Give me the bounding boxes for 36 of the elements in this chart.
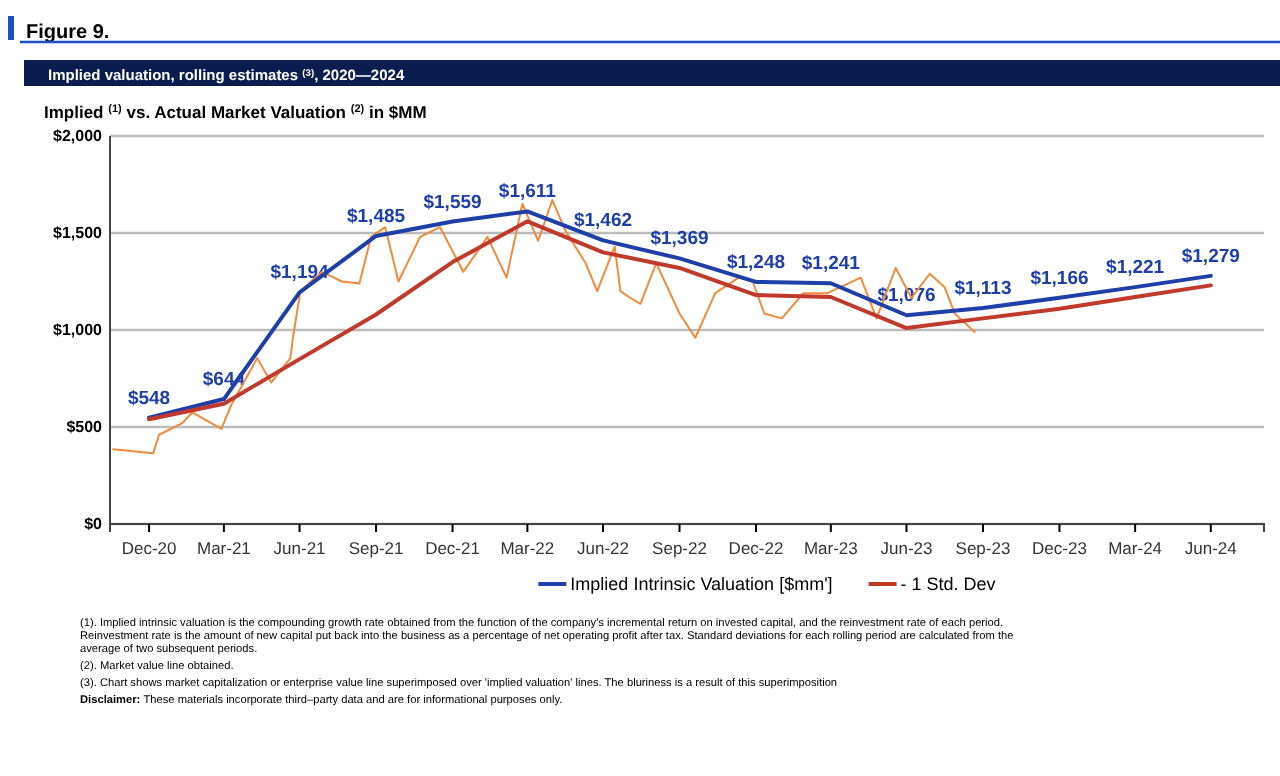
x-tick-label: Mar-23 <box>803 538 859 559</box>
x-tick-label: Mar-24 <box>1108 538 1163 559</box>
legend-label: Implied Intrinsic Valuation [$mm'] <box>570 574 833 594</box>
y-tick-label: $2,000 <box>53 127 104 146</box>
legend-label: - 1 Std. Dev <box>900 574 997 594</box>
data-label: $548 <box>127 387 171 410</box>
x-tick-label: Mar-21 <box>196 538 252 559</box>
x-tick-label: Jun-24 <box>1184 538 1238 559</box>
y-tick-label: $0 <box>84 515 104 534</box>
chart-subtitle: Implied $^{(1)}$ vs. Actual Market Valuation $^{(2)}$ in $MM <box>44 102 427 122</box>
y-tick-label: $1,500 <box>53 224 104 243</box>
y-tick-label: $1,000 <box>53 321 104 340</box>
x-tick-label: Dec-21 <box>425 538 481 559</box>
x-tick-label: Dec-20 <box>121 538 178 559</box>
x-tick-label: Dec-22 <box>728 538 784 559</box>
x-tick-label: Jun-22 <box>577 538 630 559</box>
data-label: $1,485 <box>346 205 407 228</box>
caption: Figure 9. <box>26 22 110 44</box>
data-label: $1,221 <box>1106 257 1166 280</box>
data-label: $1,166 <box>1030 267 1089 290</box>
x-tick-label: Sep-21 <box>348 538 404 559</box>
x-tick-label: Dec-23 <box>1032 538 1088 559</box>
x-tick-label: Sep-22 <box>652 538 708 559</box>
data-label: $1,611 <box>498 181 558 204</box>
x-tick-label: Sep-23 <box>955 538 1011 559</box>
data-label: $1,462 <box>573 210 633 233</box>
y-tick-label: $500 <box>66 418 104 437</box>
x-tick-label: Jun-21 <box>273 538 327 559</box>
data-label: $1,369 <box>650 228 709 251</box>
data-label: $1,248 <box>726 251 786 274</box>
data-label: $1,559 <box>423 191 482 214</box>
data-label: $1,279 <box>1181 245 1240 268</box>
x-tick-label: Mar-22 <box>500 538 555 559</box>
data-label: $1,113 <box>954 278 1012 301</box>
data-label: $1,241 <box>801 253 862 276</box>
x-tick-label: Jun-23 <box>880 538 934 559</box>
